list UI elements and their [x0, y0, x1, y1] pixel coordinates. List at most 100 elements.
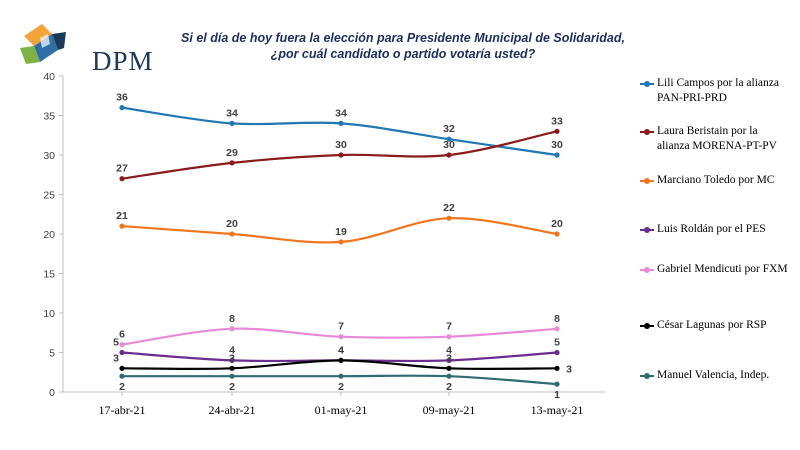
y-tick-label: 30 [43, 150, 55, 162]
y-tick-label: 10 [43, 308, 55, 320]
data-label: 36 [116, 92, 128, 104]
data-point [338, 152, 344, 158]
data-point [446, 334, 452, 340]
data-label: 7 [338, 321, 344, 333]
data-label: 3 [229, 352, 235, 364]
data-point [554, 326, 560, 332]
data-point [119, 105, 125, 111]
data-label: 8 [229, 313, 235, 325]
data-label: 2 [229, 381, 235, 393]
data-point [446, 357, 452, 363]
data-label: 34 [226, 107, 238, 119]
data-point [554, 231, 560, 237]
data-point [119, 342, 125, 348]
legend-item: Laura Beristain por la alianza MORENA-PT… [640, 124, 800, 172]
data-point [229, 373, 235, 379]
data-point [446, 365, 452, 371]
data-point [338, 373, 344, 379]
y-tick-label: 15 [43, 269, 55, 281]
data-label: 5 [113, 337, 119, 349]
legend-swatch-dot [644, 81, 650, 87]
legend-item: Luis Roldán por el PES [640, 222, 800, 270]
data-point [554, 365, 560, 371]
dpm-logo: DPM [14, 18, 164, 76]
data-label: 30 [443, 139, 455, 151]
data-label: 30 [551, 139, 563, 151]
data-label: 2 [119, 381, 125, 393]
data-point [554, 381, 560, 387]
legend-label: Gabriel Mendicuti por FXM [657, 263, 788, 275]
legend-label: Laura Beristain por la alianza MORENA-PT… [657, 125, 777, 152]
chart-title: Si el día de hoy fuera la elección para … [168, 30, 638, 62]
data-label: 20 [226, 218, 238, 230]
x-tick-label: 24-abr-21 [208, 403, 255, 417]
data-label: 2 [446, 381, 452, 393]
data-label: 4 [229, 344, 235, 356]
data-point [338, 239, 344, 245]
data-point [554, 128, 560, 134]
legend-label: Manuel Valencia, Indep. [657, 369, 770, 381]
legend-item: Gabriel Mendicuti por FXM [640, 262, 800, 310]
data-label: 8 [554, 313, 560, 325]
data-point [338, 120, 344, 126]
data-label: 2 [338, 381, 344, 393]
data-label: 22 [443, 202, 455, 214]
data-label: 19 [335, 226, 347, 238]
dpm-logo-icon [20, 24, 66, 64]
x-tick-label: 17-abr-21 [98, 403, 145, 417]
data-label: 27 [116, 163, 128, 175]
y-tick-label: 25 [43, 190, 55, 202]
data-point [119, 349, 125, 356]
data-point [119, 373, 125, 379]
data-point [554, 152, 560, 158]
data-label: 30 [335, 139, 347, 151]
data-label: 7 [446, 321, 452, 333]
data-label: 20 [551, 218, 563, 230]
legend-swatch-dot [644, 178, 650, 184]
data-point [119, 176, 125, 182]
y-tick-label: 0 [49, 387, 55, 399]
legend-label: Luis Roldán por el PES [657, 223, 766, 235]
y-tick-label: 40 [43, 71, 55, 83]
data-point [338, 357, 344, 363]
y-tick-label: 5 [49, 348, 55, 360]
legend-swatch-dot [644, 267, 650, 273]
legend-label: Lili Campos por la alianza PAN-PRI-PRD [657, 77, 779, 104]
data-point [446, 152, 452, 158]
legend-swatch-dot [644, 323, 650, 329]
data-label: 32 [443, 123, 455, 135]
legend-label: César Lagunas por RSP [657, 319, 767, 331]
data-point [229, 365, 235, 371]
data-label: 33 [551, 115, 563, 127]
data-label: 34 [335, 107, 347, 119]
legend-item: César Lagunas por RSP [640, 318, 800, 366]
legend-label: Marciano Toledo por MC [657, 174, 775, 186]
data-point [229, 326, 235, 332]
y-tick-label: 20 [43, 229, 55, 241]
x-tick-label: 09-may-21 [423, 403, 476, 417]
legend-item: Lili Campos por la alianza PAN-PRI-PRD [640, 76, 800, 124]
legend-swatch-dot [644, 227, 650, 233]
data-label: 3 [113, 352, 119, 364]
data-label: 5 [554, 337, 560, 349]
data-label: 4 [338, 344, 344, 356]
data-point [229, 231, 235, 237]
data-point [229, 357, 235, 363]
data-label: 3 [566, 363, 572, 375]
legend-item: Marciano Toledo por MC [640, 173, 800, 221]
chart-title-line1: Si el día de hoy fuera la elección para … [181, 31, 625, 45]
data-point [119, 223, 125, 229]
data-point [338, 334, 344, 340]
x-tick-label: 13-may-21 [531, 403, 584, 417]
data-label: 1 [554, 389, 560, 401]
legend-item: Manuel Valencia, Indep. [640, 368, 800, 416]
data-point [446, 373, 452, 379]
data-point [554, 349, 560, 356]
legend-swatch-dot [644, 373, 650, 379]
data-point [229, 120, 235, 126]
data-label: 21 [116, 210, 128, 222]
data-point [119, 365, 125, 371]
data-point [446, 215, 452, 221]
data-label: 29 [226, 147, 238, 159]
